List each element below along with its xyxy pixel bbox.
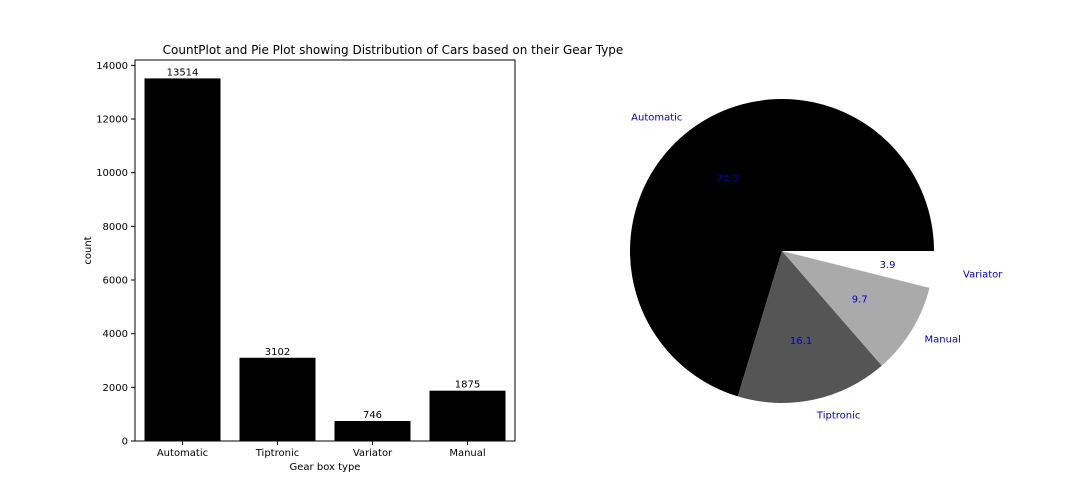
bar-automatic (144, 78, 221, 441)
y-axis-label: count (83, 236, 94, 264)
y-tick-label: 6000 (103, 276, 128, 287)
y-tick-label: 4000 (103, 329, 128, 340)
pie-slice-manual (782, 251, 930, 366)
y-tick-label: 12000 (96, 115, 128, 126)
y-tick-label: 10000 (96, 168, 128, 179)
bar-manual (429, 390, 506, 441)
data-label: 3102 (265, 347, 290, 358)
count-plot: 13514 Automatic 3102 Tiptronic 746 Variator 18… (83, 59, 516, 473)
x-axis-label: Gear box type (290, 462, 361, 473)
y-tick-label: 2000 (103, 383, 128, 394)
y-tick-label: 8000 (103, 222, 128, 233)
data-label: 1875 (455, 380, 480, 391)
plot-frame (134, 59, 516, 442)
x-tick-label: Automatic (157, 448, 208, 459)
y-tick-label: 0 (122, 437, 128, 448)
pie-slice-variator (797, 252, 950, 290)
pie-pct-label: 3.9 (880, 260, 896, 271)
x-tick-label: Tiptronic (255, 448, 299, 459)
bar-variator (334, 420, 411, 441)
pie-category-label: Manual (925, 334, 961, 345)
x-tick-label: Variator (353, 448, 393, 459)
pie-slice-automatic (630, 99, 934, 397)
pie-pct-label: 70.3 (717, 174, 739, 185)
pie-pct-label: 16.1 (790, 336, 812, 347)
data-label: 13514 (167, 67, 199, 78)
data-label: 746 (363, 410, 382, 421)
pie-slice-tiptronic (737, 251, 882, 403)
pie-pct-label: 9.7 (852, 295, 868, 306)
chart-title: CountPlot and Pie Plot showing Distribut… (163, 43, 624, 57)
y-tick-label: 14000 (96, 61, 128, 72)
pie-category-label: Automatic (631, 113, 682, 124)
pie-category-label: Variator (963, 269, 1003, 280)
pie-plot: 70.3 Automatic 16.1 Tiptronic 9.7 Manual 3.9 Va… (630, 99, 1003, 422)
pie-category-label: Tiptronic (816, 411, 860, 422)
bar-tiptronic (239, 357, 316, 441)
x-tick-label: Manual (449, 448, 485, 459)
